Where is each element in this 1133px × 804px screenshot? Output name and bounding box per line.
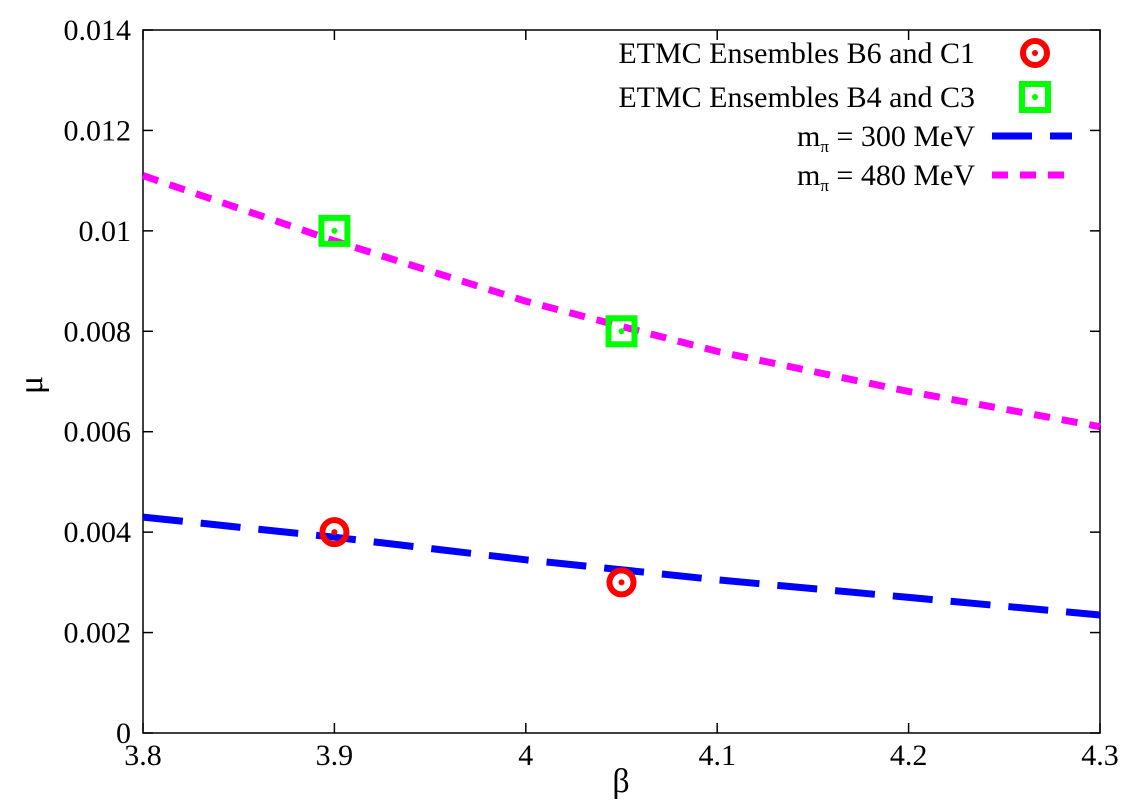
x-tick-label: 3.8 <box>124 739 162 772</box>
ticks <box>142 29 1101 734</box>
marker-center-dot <box>331 529 338 536</box>
y-axis-label: μ <box>13 376 50 394</box>
square-marker <box>318 214 351 247</box>
y-tick-label: 0.012 <box>64 114 132 147</box>
legend-entry: ETMC Ensembles B6 and C1 <box>618 37 1050 70</box>
legend: ETMC Ensembles B6 and C1 ETMC Ensembles B… <box>618 37 1072 195</box>
legend-label-rest: = 480 MeV <box>829 159 975 192</box>
legend-label-main: m <box>797 120 820 153</box>
y-tick-label: 0.002 <box>64 617 132 650</box>
circle-marker <box>1020 38 1050 68</box>
legend-label: ETMC Ensembles B4 and C3 <box>618 81 975 114</box>
marker-center-dot <box>1032 50 1038 56</box>
legend-label: mπ = 480 MeV <box>797 159 975 195</box>
legend-label-rest: = 300 MeV <box>829 120 975 153</box>
data-point <box>318 214 351 247</box>
x-tick-label: 3.9 <box>316 739 354 772</box>
circle-marker <box>319 517 350 548</box>
y-tick-label: 0.008 <box>64 315 132 348</box>
data-point <box>606 567 637 598</box>
data-point <box>319 517 350 548</box>
square-marker <box>605 315 638 348</box>
y-tick-label: 0.006 <box>64 416 132 449</box>
y-tick-label: 0.004 <box>64 516 132 549</box>
legend-entry: mπ = 480 MeV <box>797 159 1072 195</box>
data-points <box>318 214 638 598</box>
legend-label-subscript: π <box>820 137 829 156</box>
legend-label-subscript: π <box>820 176 829 195</box>
x-tick-label: 4.1 <box>698 739 736 772</box>
x-tick-label: 4.2 <box>890 739 928 772</box>
x-axis-label: β <box>612 763 629 800</box>
tick-labels: 3.8 3.9 4 4.1 4.2 4.3 0 0.002 0.004 0.006 0.008 0.0… <box>64 14 1119 772</box>
fit-lines <box>141 172 1101 619</box>
y-tick-label: 0.014 <box>64 14 132 47</box>
legend-entry: ETMC Ensembles B4 and C3 <box>618 81 1051 114</box>
x-tick-label: 4.3 <box>1081 739 1119 772</box>
marker-center-dot <box>618 328 625 335</box>
series-line--480-MeV <box>141 172 1101 431</box>
plot-frame <box>142 29 1101 734</box>
legend-label: ETMC Ensembles B6 and C1 <box>618 37 975 70</box>
series-line--300-MeV <box>142 513 1101 619</box>
square-marker <box>1019 81 1051 113</box>
y-tick-label: 0 <box>116 717 131 750</box>
legend-label: mπ = 300 MeV <box>797 120 975 156</box>
y-tick-label: 0.01 <box>79 215 132 248</box>
marker-center-dot <box>331 227 338 234</box>
legend-label-main: m <box>797 159 820 192</box>
x-tick-label: 4 <box>518 739 533 772</box>
legend-entry: mπ = 300 MeV <box>797 120 1072 156</box>
marker-center-dot <box>1032 94 1038 100</box>
marker-center-dot <box>618 579 625 586</box>
circle-marker <box>606 567 637 598</box>
data-point <box>605 315 638 348</box>
